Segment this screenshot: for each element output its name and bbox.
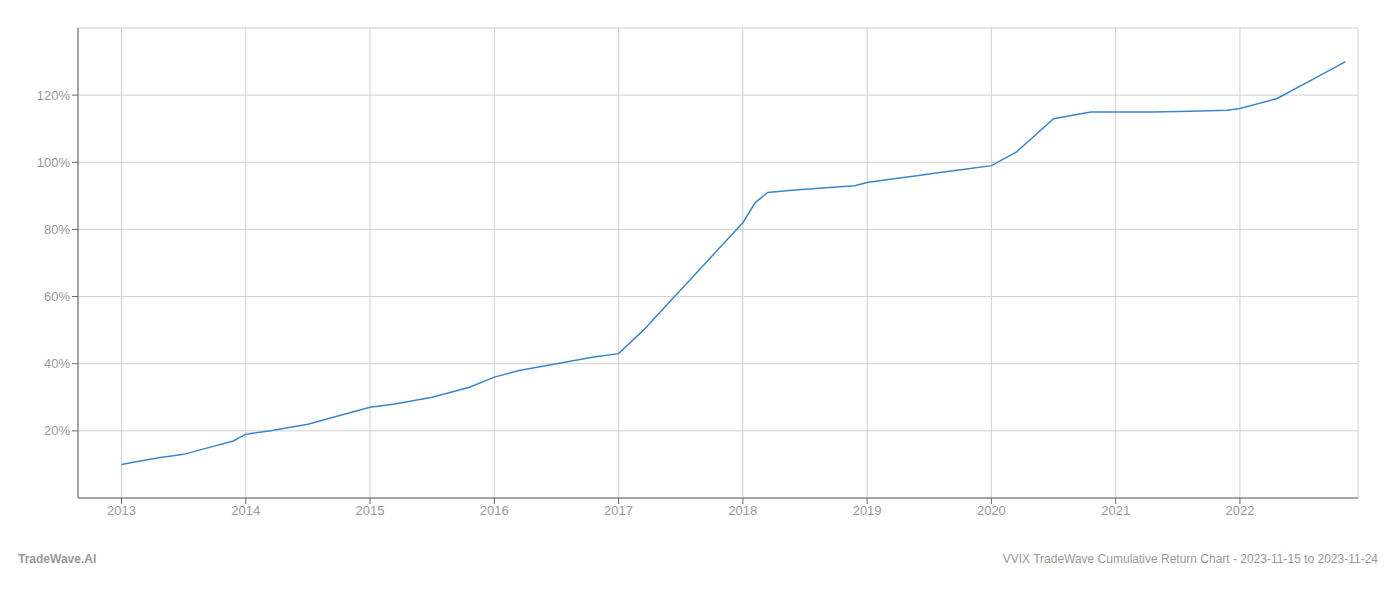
svg-text:100%: 100% (37, 155, 71, 170)
html-text:VVIX TradeWave Cumulative Retu: VVIX TradeWave Cumulative Return Chart -… (1002, 552, 1378, 566)
svg-text:2019: 2019 (853, 503, 882, 518)
svg-text:2021: 2021 (1101, 503, 1130, 518)
svg-text:120%: 120% (37, 88, 71, 103)
svg-text:80%: 80% (44, 222, 70, 237)
svg-text:2016: 2016 (480, 503, 509, 518)
svg-text:2022: 2022 (1225, 503, 1254, 518)
html-text:TradeWave.AI: TradeWave.AI (18, 552, 97, 566)
svg-text:20%: 20% (44, 423, 70, 438)
svg-text:2020: 2020 (977, 503, 1006, 518)
svg-text:2015: 2015 (356, 503, 385, 518)
svg-text:2014: 2014 (231, 503, 260, 518)
svg-text:2013: 2013 (107, 503, 136, 518)
svg-text:60%: 60% (44, 289, 70, 304)
svg-text:40%: 40% (44, 356, 70, 371)
svg-text:2017: 2017 (604, 503, 633, 518)
svg-text:2018: 2018 (728, 503, 757, 518)
